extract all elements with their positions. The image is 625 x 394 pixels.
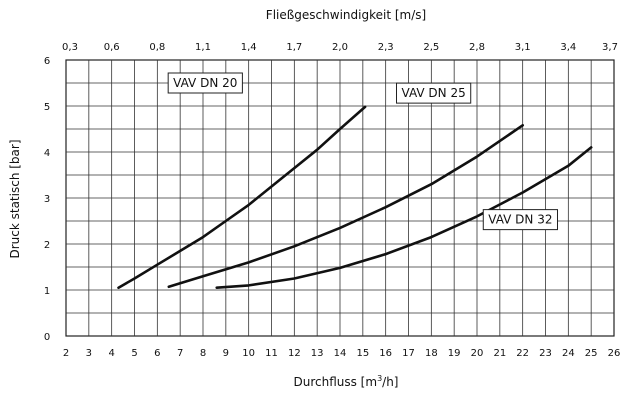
x-tick-label: 17 (402, 348, 415, 359)
x-tick-label: 11 (265, 348, 278, 359)
y-tick-label: 3 (44, 194, 50, 205)
series-label-frame (482, 209, 558, 231)
x-tick-label: 14 (334, 348, 347, 359)
x-tick-label: 21 (493, 348, 506, 359)
tick-labels: 2 3 4 5 6 7 8 9 10 11 12 13 14 15 16 17 18 19 20 21 22 23 24 25… (44, 42, 621, 359)
x-tick-label: 26 (608, 348, 621, 359)
x-tick-label: 19 (448, 348, 461, 359)
y-axis-title: Druck statisch [bar] (8, 139, 22, 258)
grid (65, 59, 615, 337)
top-tick-label: 3,1 (515, 42, 531, 53)
x-tick-label: 9 (223, 348, 229, 359)
x-tick-label: 15 (356, 348, 369, 359)
top-tick-label: 2,3 (378, 42, 394, 53)
x-tick-label: 10 (242, 348, 255, 359)
x-tick-label: 22 (516, 348, 529, 359)
x-tick-label: 5 (131, 348, 137, 359)
series-label-box: VAV DN 25 (396, 82, 472, 104)
series-label-frame (167, 72, 243, 94)
top-tick-label: 2,8 (469, 42, 485, 53)
x-tick-label: 16 (379, 348, 392, 359)
top-tick-label: 2,0 (332, 42, 348, 53)
x-tick-label: 6 (154, 348, 160, 359)
x-tick-label: 24 (562, 348, 575, 359)
x-tick-label: 13 (311, 348, 324, 359)
series-label: VAV DN 32 (488, 213, 552, 227)
x-tick-label: 7 (177, 348, 183, 359)
x-tick-label: 20 (471, 348, 484, 359)
y-tick-label: 5 (44, 102, 50, 113)
top-tick-label: 2,5 (423, 42, 439, 53)
x-tick-label: 3 (86, 348, 92, 359)
series-line (215, 146, 593, 289)
top-tick-label: 3,4 (560, 42, 576, 53)
y-tick-label: 0 (44, 332, 50, 343)
x-axis-title-main: Durchfluss [m (293, 375, 377, 389)
series-labels: VAV DN 20 VAV DN 25 VAV DN 32 (167, 72, 558, 231)
x-axis-title-suffix: /h] (382, 375, 398, 389)
top-axis-title: Fließgeschwindigkeit [m/s] (266, 8, 426, 22)
series-label-box: VAV DN 32 (482, 209, 558, 231)
x-tick-label: 2 (63, 348, 69, 359)
series-label-frame (396, 82, 472, 104)
top-tick-label: 1,7 (286, 42, 302, 53)
top-tick-label: 0,6 (104, 42, 120, 53)
top-tick-label: 3,7 (602, 42, 618, 53)
y-tick-label: 2 (44, 240, 50, 251)
y-tick-label: 4 (44, 148, 50, 159)
series-curves (117, 105, 593, 289)
series-line (167, 124, 524, 289)
x-tick-label: 18 (425, 348, 438, 359)
series-line (117, 105, 367, 289)
series-label: VAV DN 20 (173, 76, 237, 90)
top-tick-label: 1,1 (195, 42, 211, 53)
top-tick-label: 0,3 (62, 42, 78, 53)
y-tick-label: 6 (44, 56, 50, 67)
series-label-box: VAV DN 20 (167, 72, 243, 94)
y-tick-label: 1 (44, 286, 50, 297)
x-tick-label: 25 (585, 348, 598, 359)
x-axis-title-superscript: 3 (377, 374, 382, 383)
top-tick-label: 1,4 (241, 42, 257, 53)
top-tick-label: 0,8 (149, 42, 165, 53)
x-tick-label: 12 (288, 348, 301, 359)
x-tick-label: 23 (539, 348, 552, 359)
series-label: VAV DN 25 (402, 86, 466, 100)
x-tick-label: 8 (200, 348, 206, 359)
x-tick-label: 4 (108, 348, 114, 359)
x-axis-title: Durchfluss [m3/h] (293, 374, 398, 389)
